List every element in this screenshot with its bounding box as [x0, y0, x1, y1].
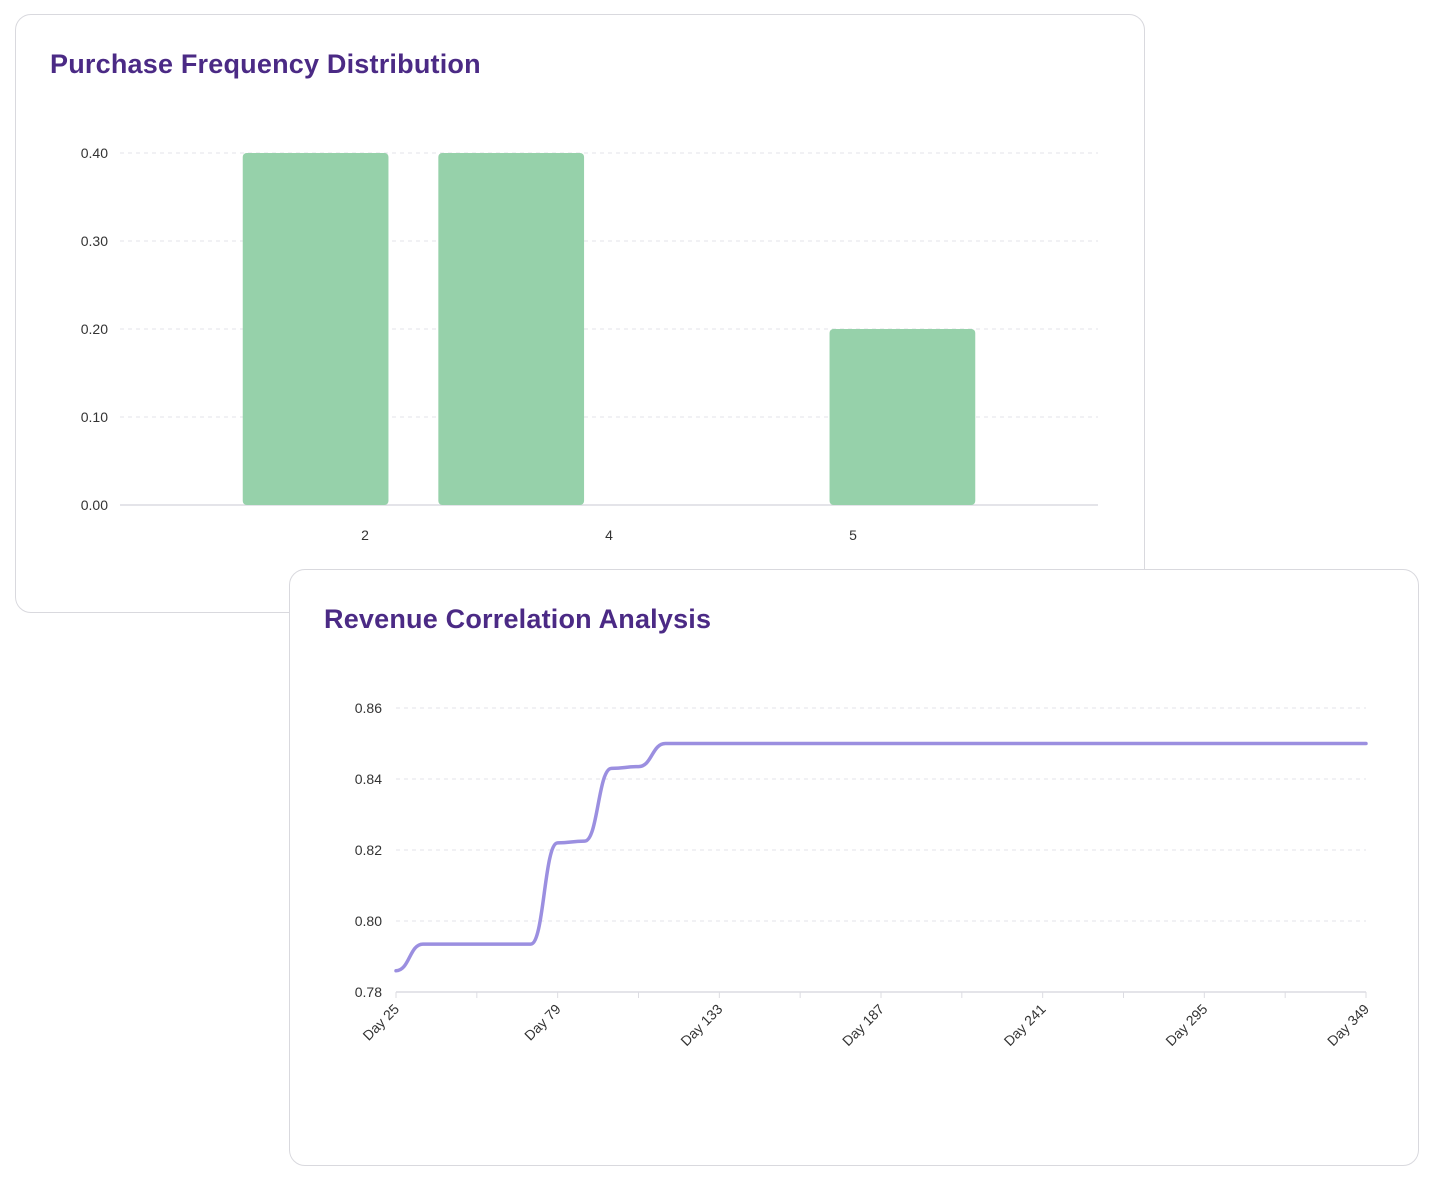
x-tick-label: Day 349	[1324, 1001, 1372, 1049]
chart-title: Revenue Correlation Analysis	[324, 604, 712, 634]
y-tick-label: 0.86	[355, 700, 382, 716]
bar	[829, 329, 976, 505]
bar	[242, 153, 389, 505]
y-tick-label: 0.10	[81, 409, 108, 425]
x-tick-label: 5	[849, 527, 857, 543]
y-tick-label: 0.20	[81, 321, 108, 337]
y-tick-label: 0.40	[81, 145, 108, 161]
x-tick-label: Day 25	[359, 1001, 402, 1044]
x-tick-label: 4	[605, 527, 613, 543]
x-tick-label: Day 241	[1001, 1001, 1049, 1049]
y-tick-label: 0.84	[355, 771, 382, 787]
series-line	[394, 741, 1368, 973]
line-chart: 0.78 0.80 0.82 0.84 0.86 Day 25 Day 79 Day 133 D…	[355, 700, 1373, 1049]
x-tick-label: Day 79	[521, 1001, 564, 1044]
revenue-correlation-card: Revenue Correlation Analysis 0.78 0.80 0.8…	[289, 569, 1419, 1166]
bar	[438, 153, 585, 505]
y-tick-label: 0.30	[81, 233, 108, 249]
y-tick-label: 0.78	[355, 984, 382, 1000]
y-tick-label: 0.00	[81, 497, 108, 513]
y-tick-label: 0.80	[355, 913, 382, 929]
x-tick-label: Day 187	[839, 1001, 887, 1049]
y-tick-label: 0.82	[355, 842, 382, 858]
purchase-frequency-card: Purchase Frequency Distribution 0.00 0.10…	[15, 14, 1145, 613]
bar-chart: 0.00 0.10 0.20 0.30 0.40 2 4 5	[81, 145, 1098, 543]
x-tick-label: Day 295	[1162, 1001, 1210, 1049]
x-tick-label: Day 133	[677, 1001, 725, 1049]
chart-title: Purchase Frequency Distribution	[50, 49, 481, 79]
x-tick-label: 2	[361, 527, 369, 543]
